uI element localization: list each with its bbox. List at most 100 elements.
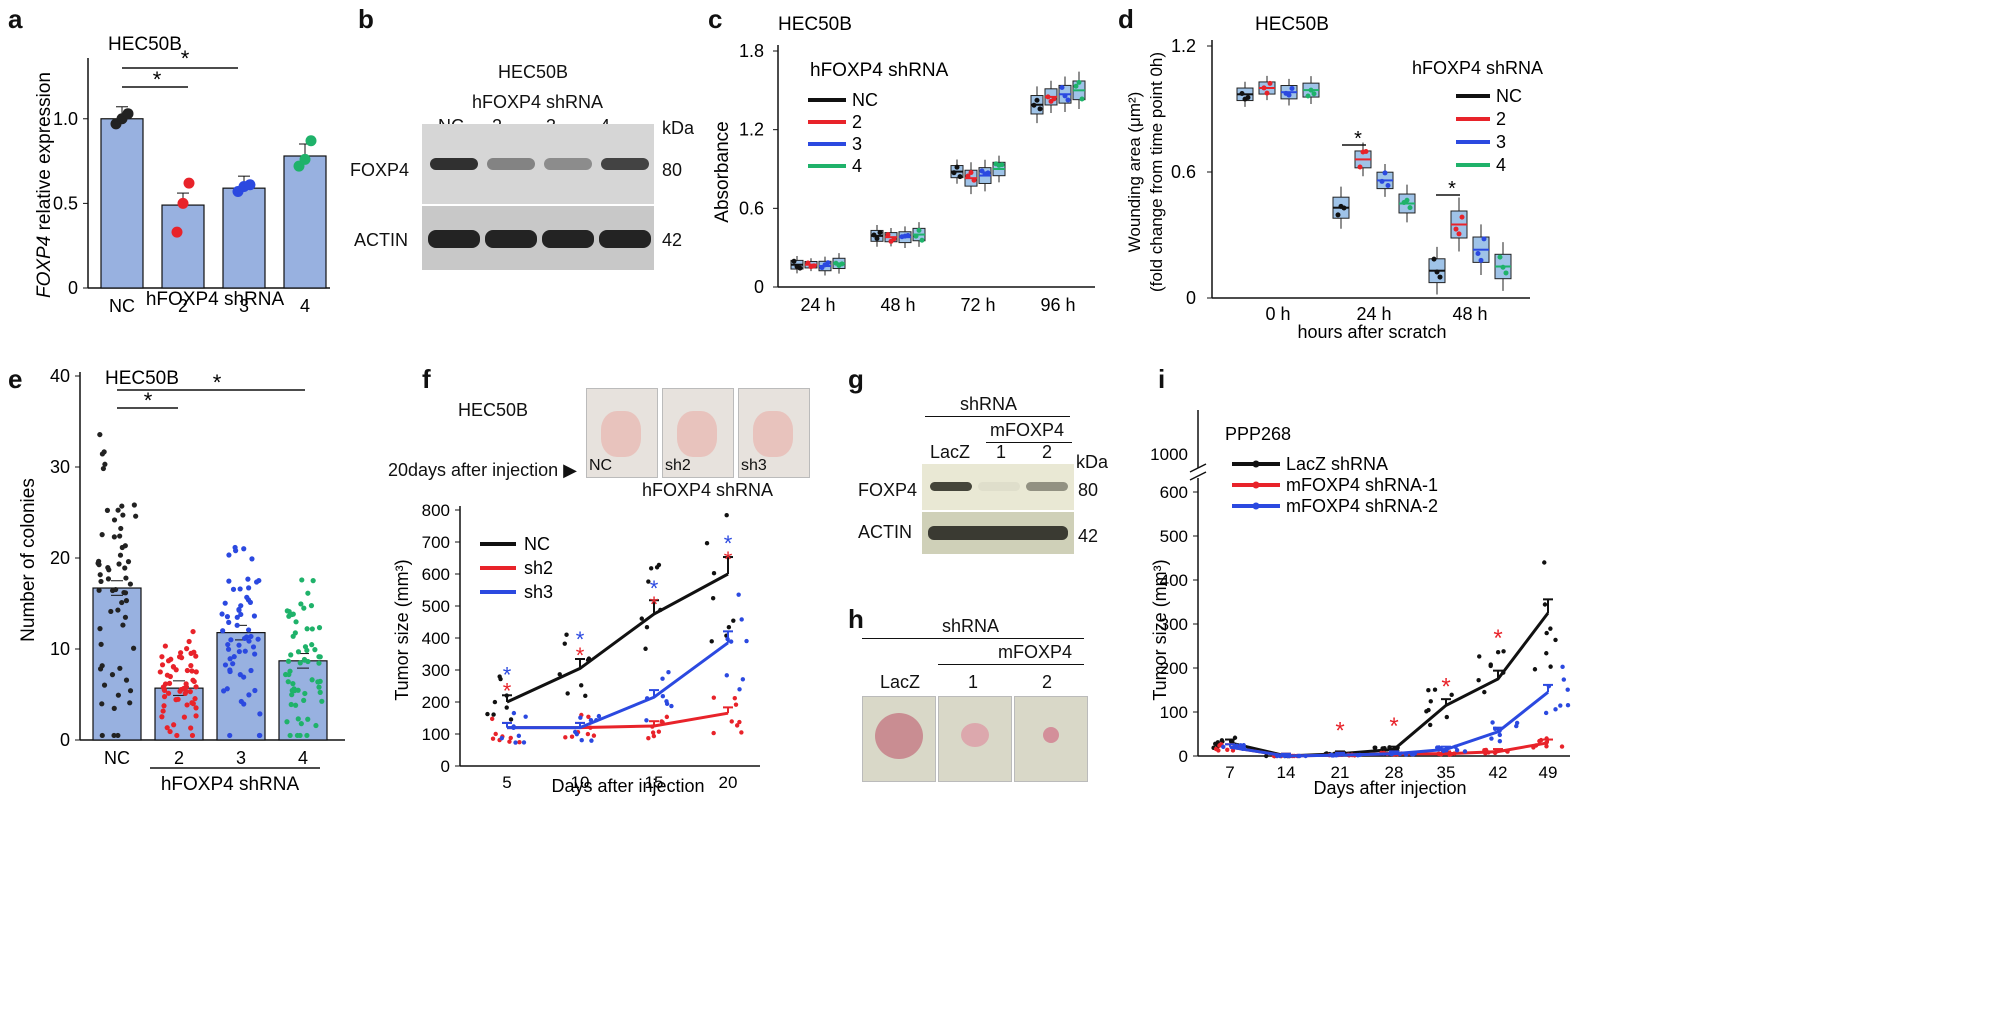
data-point [302, 690, 308, 697]
data-point [517, 739, 522, 745]
data-point [877, 229, 883, 235]
data-point [591, 733, 597, 738]
data-point [493, 731, 498, 737]
y-tick-label: 400 [422, 629, 450, 648]
data-point [225, 646, 232, 652]
panel-label-h: h [848, 604, 864, 634]
data-point [557, 672, 562, 677]
data-point [301, 657, 308, 663]
blot-b-actin-band [542, 230, 594, 248]
data-point [511, 725, 516, 731]
sig-star: * [724, 531, 733, 556]
data-point [1389, 751, 1395, 757]
data-point [308, 603, 315, 609]
data-point [316, 654, 322, 660]
data-point [226, 578, 232, 584]
x-tick-label: 15 [645, 773, 664, 792]
data-point [1267, 80, 1273, 86]
data-point [954, 164, 960, 170]
data-point [1544, 740, 1549, 745]
data-point [115, 607, 121, 613]
data-point [193, 653, 199, 659]
data-point [1286, 92, 1292, 98]
chart-f: Tumor size (mm³) Days after injection 0 1… [392, 501, 760, 796]
mouse-shape [753, 411, 793, 457]
data-point [1363, 148, 1369, 154]
legend-label: mFOXP4 shRNA-1 [1286, 475, 1438, 495]
data-point [256, 577, 262, 584]
data-point [189, 732, 196, 739]
data-point [1311, 91, 1317, 97]
legend-label: sh2 [524, 558, 553, 578]
data-point [317, 689, 323, 695]
y-tick-label: 0 [1179, 747, 1188, 766]
western-blot-g: shRNA mFOXP4 LacZ 1 2 kDa FOXP4 ACTIN 80 4… [850, 360, 1170, 560]
chart-f-xlabel: Days after injection [551, 776, 704, 796]
data-point [1482, 689, 1487, 695]
data-point [1264, 753, 1269, 759]
blot-g-lane-label: LacZ [930, 442, 971, 462]
data-point [650, 724, 655, 729]
sig-star: * [153, 67, 162, 92]
data-point [1490, 720, 1495, 725]
data-point [585, 657, 591, 663]
data-point [120, 622, 126, 628]
data-point [985, 170, 991, 176]
data-point [1544, 651, 1549, 656]
data-point [1357, 164, 1363, 170]
chart-i-ylabel: Tumor size (mm³) [1150, 559, 1170, 700]
data-point [1427, 722, 1433, 728]
legend-label: 3 [852, 134, 862, 154]
blot-g-foxp4-strip [922, 464, 1074, 510]
data-point [99, 732, 105, 739]
data-point [1514, 720, 1520, 726]
photos-h-shrna-line [862, 638, 1084, 639]
blot-b-actin-band [485, 230, 537, 248]
data-point [1548, 626, 1553, 631]
data-point [650, 730, 656, 735]
sig-star: * [576, 627, 585, 652]
x-tick-label: 10 [571, 773, 590, 792]
data-point [1438, 752, 1444, 757]
data-point [1546, 683, 1552, 689]
data-point [791, 258, 797, 264]
data-point [871, 232, 877, 238]
x-tick-label: 3 [239, 296, 249, 316]
data-point [951, 170, 957, 176]
data-point [193, 705, 199, 711]
data-point [1495, 650, 1501, 655]
tumor-photo-lacz [862, 696, 936, 782]
data-point [256, 732, 263, 739]
x-tick-label: 7 [1225, 763, 1234, 782]
data-point [241, 701, 247, 707]
data-point [1238, 743, 1243, 748]
chart-i-cell: PPP268 [1225, 424, 1291, 444]
data-point [190, 628, 196, 635]
data-point [644, 625, 650, 630]
data-point [188, 663, 194, 669]
chart-d-ylabel1: Wounding area (μm²) [1125, 92, 1144, 253]
data-point [171, 226, 183, 238]
photo-f-sh2: sh2 [662, 388, 734, 478]
blot-g-foxp4-band [1026, 482, 1068, 491]
photos-h-lane-lacz: LacZ [880, 672, 921, 692]
data-point [1305, 93, 1311, 99]
data-point [1079, 96, 1085, 102]
data-point [111, 534, 117, 540]
panel-label-f: f [422, 364, 431, 394]
data-point [250, 644, 257, 650]
panel-label-a: a [8, 4, 23, 34]
x-tick-label: 0 h [1265, 304, 1290, 324]
data-point [189, 700, 195, 706]
panel-label-g: g [848, 364, 864, 394]
data-point [639, 616, 644, 621]
data-point [660, 693, 666, 699]
data-point [1261, 85, 1267, 91]
data-point [227, 732, 233, 739]
chart-a: HEC50B FOXP4 relative expression hFOXP4 … [34, 34, 330, 316]
data-point [1561, 677, 1567, 682]
data-point [115, 732, 121, 739]
data-point [744, 638, 749, 644]
data-point [504, 693, 509, 698]
sig-star: * [576, 643, 585, 668]
